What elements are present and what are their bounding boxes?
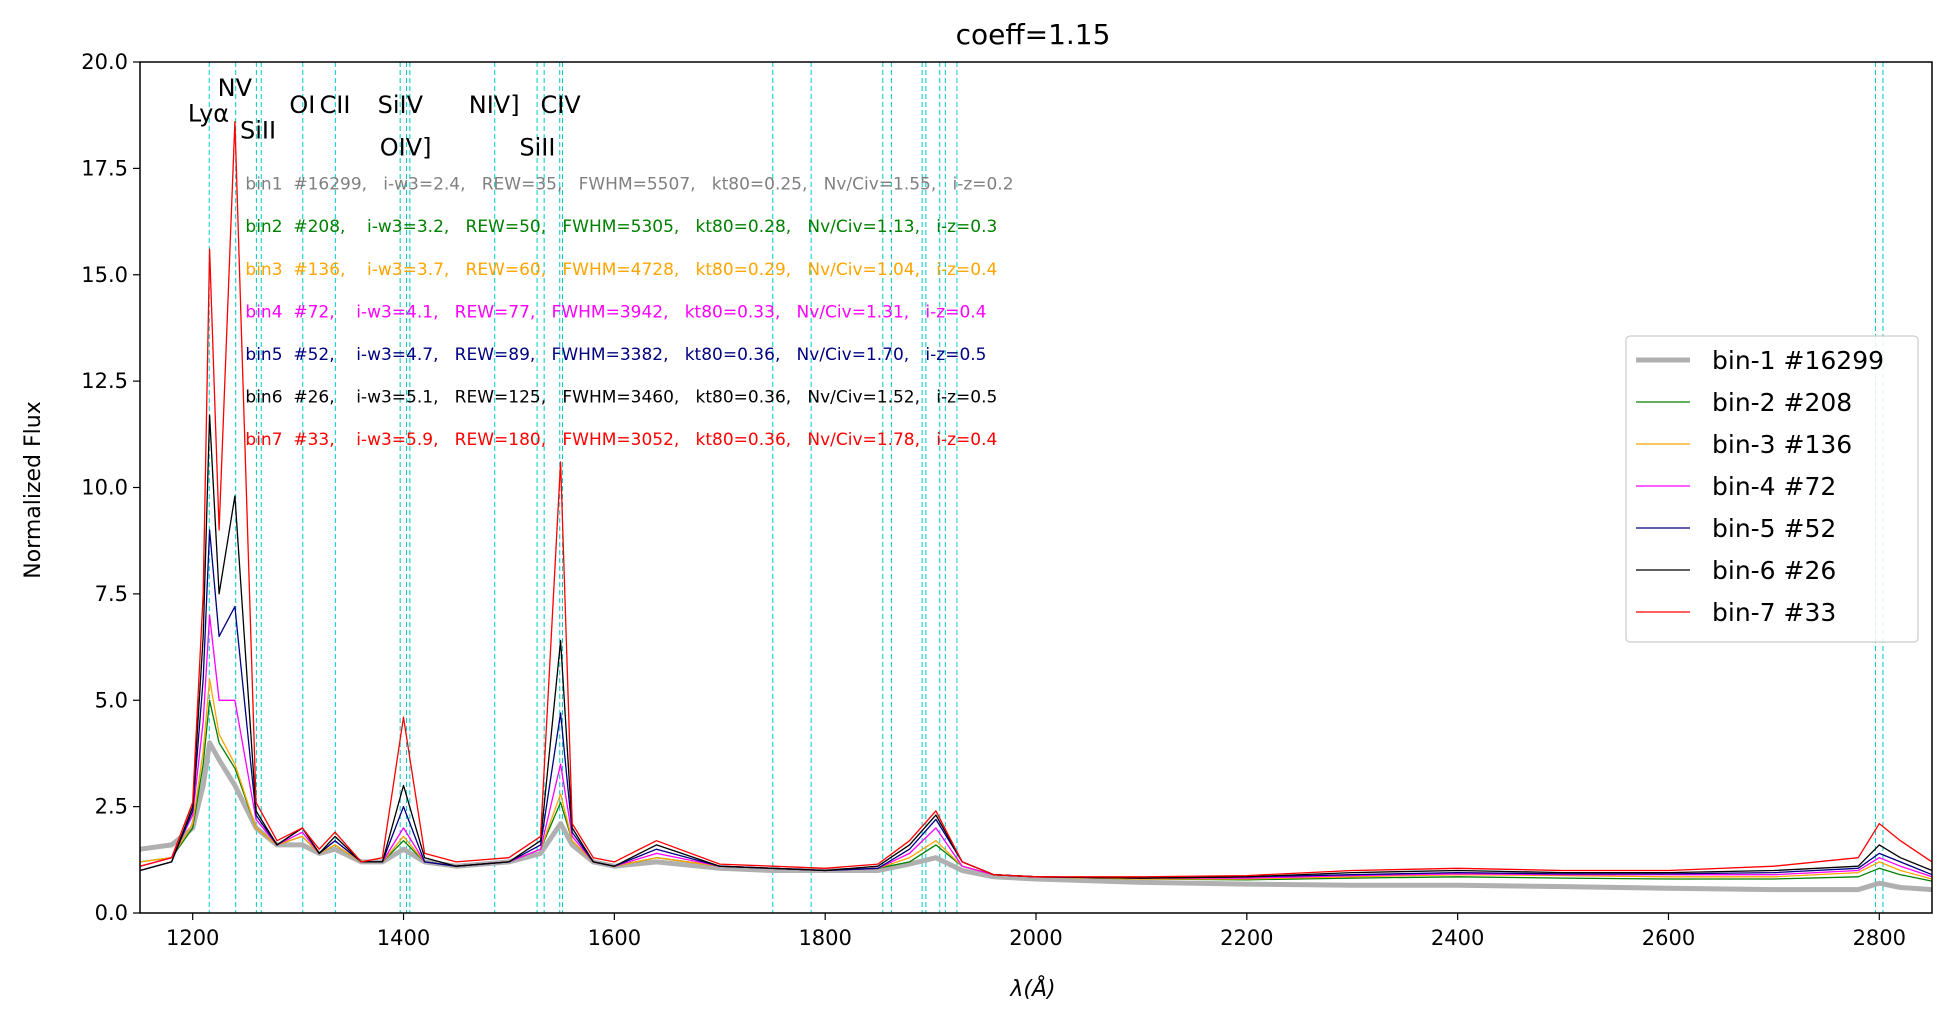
line-label: OIV] [380,134,432,162]
series-layer [139,120,1933,893]
legend: bin-1 #16299 bin-2 #208 bin-3 #136 bin-4 #7… [1625,335,1919,643]
line-label: NIV] [469,91,520,119]
line-label: OI [289,91,315,119]
x-tick-label: 2400 [1431,926,1484,950]
x-axis-label: λ(Å) [1009,975,1055,1002]
x-axis-ticks: 1200 1400 1600 1800 2000 2200 2400 2600 2800 [166,913,1906,950]
line-label: Lyα [188,100,229,128]
legend-entry: bin-5 #52 [1712,514,1836,543]
bin-annotation: bin3 #136, i-w3=3.7, REW=60, FWHM=4728, … [245,260,997,280]
legend-entry: bin-7 #33 [1712,598,1836,627]
line-label: SiII [519,134,555,162]
legend-entry: bin-4 #72 [1712,472,1836,501]
y-tick-label: 0.0 [95,901,128,925]
legend-entry: bin-6 #26 [1712,556,1836,585]
y-tick-label: 20.0 [81,50,128,74]
y-tick-label: 15.0 [81,263,128,287]
y-axis-ticks: 0.0 2.5 5.0 7.5 10.0 12.5 15.0 17.5 20.0 [81,50,140,925]
legend-entry: bin-2 #208 [1712,388,1852,417]
bin-annotation: bin5 #52, i-w3=4.7, REW=89, FWHM=3382, k… [245,345,986,365]
series-line-6 [139,414,1933,879]
x-tick-label: 2800 [1853,926,1906,950]
x-tick-label: 2000 [1009,926,1062,950]
bin-annotation: bin6 #26, i-w3=5.1, REW=125, FWHM=3460, … [245,387,997,407]
line-label: NV [218,74,253,102]
series-line-3 [139,678,1933,880]
y-tick-label: 2.5 [95,795,128,819]
x-tick-label: 2200 [1220,926,1273,950]
y-tick-label: 5.0 [95,688,128,712]
bin-annotations: bin1 #16299, i-w3=2.4, REW=35, FWHM=5507… [245,175,1013,450]
bin-annotation: bin1 #16299, i-w3=2.4, REW=35, FWHM=5507… [245,175,1013,195]
legend-box [1625,335,1919,643]
chart-title: coeff=1.15 [956,18,1111,51]
series-line-4 [139,614,1933,879]
x-tick-label: 1400 [377,926,430,950]
line-label: SiII [240,117,276,145]
bin-annotation: bin7 #33, i-w3=5.9, REW=180, FWHM=3052, … [245,430,997,450]
line-label: SiIV [378,91,424,119]
legend-entry: bin-3 #136 [1712,430,1852,459]
x-tick-label: 1600 [588,926,641,950]
line-label: CIV [540,91,581,119]
x-tick-label: 1800 [798,926,851,950]
y-axis-label: Normalized Flux [21,401,46,578]
bin-annotation: bin2 #208, i-w3=3.2, REW=50, FWHM=5305, … [245,217,997,237]
x-tick-label: 1200 [166,926,219,950]
y-tick-label: 10.0 [81,476,128,500]
y-tick-label: 17.5 [81,156,128,180]
y-tick-label: 12.5 [81,369,128,393]
series-line-7 [139,120,1933,878]
x-tick-label: 2600 [1642,926,1695,950]
y-tick-label: 7.5 [95,582,128,606]
bin-annotation: bin4 #72, i-w3=4.1, REW=77, FWHM=3942, k… [245,302,986,322]
line-label: CII [320,91,351,119]
series-line-1 [139,740,1933,893]
legend-entry: bin-1 #16299 [1712,346,1884,375]
